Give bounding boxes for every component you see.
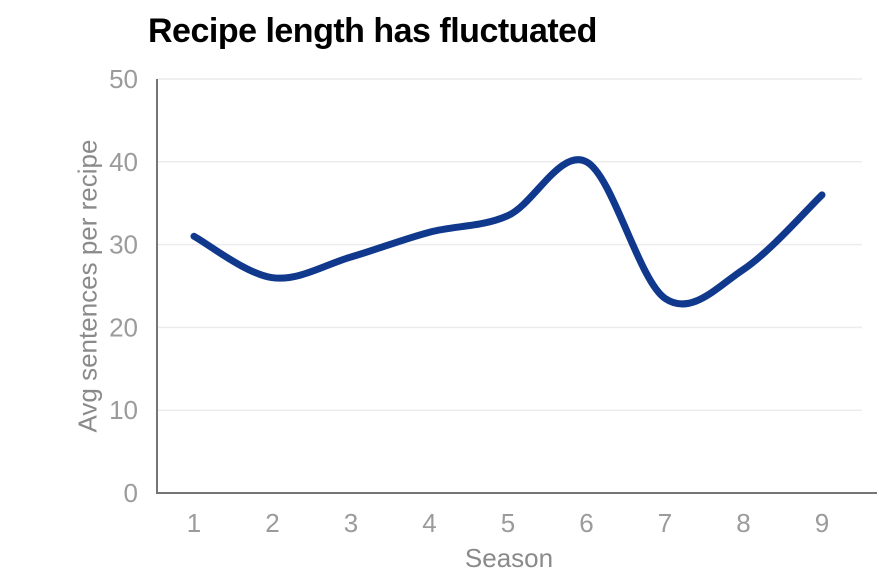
trend-line bbox=[190, 156, 826, 308]
x-tick-label: 6 bbox=[579, 508, 593, 538]
y-tick-label: 20 bbox=[109, 312, 138, 342]
x-axis-title: Season bbox=[464, 543, 554, 573]
x-tick-label: 2 bbox=[265, 508, 279, 538]
y-tick-label: 50 bbox=[109, 64, 138, 94]
x-tick-label: 4 bbox=[422, 508, 436, 538]
x-tick-label: 9 bbox=[815, 508, 829, 538]
x-tick-label: 3 bbox=[344, 508, 358, 538]
x-tick-label: 8 bbox=[736, 508, 750, 538]
y-tick-label: 40 bbox=[109, 147, 138, 177]
x-tick-label: 5 bbox=[501, 508, 515, 538]
y-tick-label: 30 bbox=[109, 230, 138, 260]
x-tick-label: 1 bbox=[187, 508, 201, 538]
x-tick-label: 7 bbox=[658, 508, 672, 538]
chart-title: Recipe length has fluctuated bbox=[148, 12, 597, 50]
y-tick-label: 0 bbox=[124, 478, 138, 508]
y-tick-label: 10 bbox=[109, 395, 138, 425]
